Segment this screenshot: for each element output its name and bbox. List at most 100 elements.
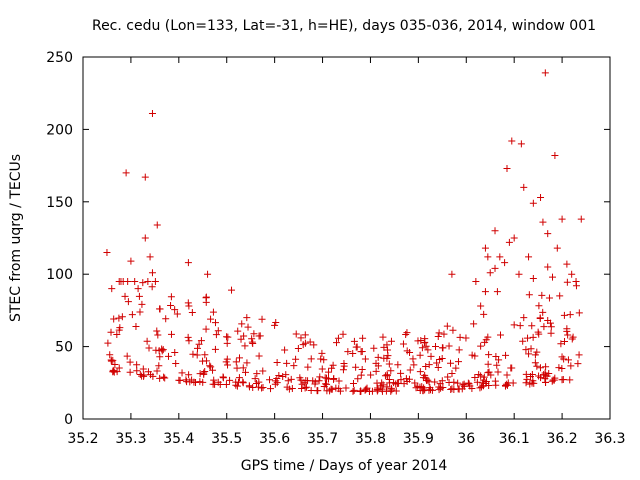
data-point [292,355,300,363]
data-point [335,385,343,393]
data-point [363,384,371,392]
data-point [564,331,572,339]
data-point [203,357,211,365]
data-point [304,363,312,371]
data-point [491,264,499,272]
data-point [252,379,260,387]
data-point [342,384,350,392]
data-point [188,308,196,316]
data-point [497,331,505,339]
data-point [443,322,451,330]
data-point [507,364,515,372]
data-point [536,314,544,322]
data-point [438,377,446,385]
data-point [330,375,338,383]
data-point [454,379,462,387]
data-point [383,354,391,362]
data-point [335,377,343,385]
data-point [477,302,485,310]
data-point [567,362,575,370]
data-point [353,343,361,351]
data-point [296,374,304,382]
data-point [432,343,440,351]
x-tick-label: 36.1 [499,431,530,447]
data-point [448,385,456,393]
data-point [153,367,161,375]
data-point [133,361,141,369]
data-point [116,324,124,332]
data-point [379,333,387,341]
data-point [449,326,457,334]
data-point [164,352,172,360]
data-point [290,362,298,370]
data-point [245,382,253,390]
data-point [292,330,300,338]
data-point [236,354,244,362]
chart-title: Rec. cedu (Lon=133, Lat=-31, h=HE), days… [92,18,596,34]
data-point [287,375,295,383]
data-point [502,351,510,359]
data-point [239,364,247,372]
data-point [495,356,503,364]
data-point [485,368,493,376]
data-point [145,344,153,352]
data-point [110,368,118,376]
data-point [558,353,566,361]
data-point [487,371,495,379]
x-tick-label: 35.9 [403,431,434,447]
data-point [196,378,204,386]
data-point [392,387,400,395]
data-point [253,370,261,378]
data-point [545,370,553,378]
data-point [537,374,545,382]
data-point [259,367,267,375]
x-tick-label: 35.4 [163,431,194,447]
x-tick-label: 35.3 [115,431,146,447]
data-point [465,380,473,388]
data-point [471,352,479,360]
data-point [224,333,232,341]
data-point [388,386,396,394]
data-point [306,338,314,346]
data-point [459,381,467,389]
data-point [211,319,219,327]
data-point [242,368,250,376]
data-point [133,367,141,375]
data-point [484,333,492,341]
data-point [349,349,357,357]
data-point [476,384,484,392]
y-tick-label: 150 [46,195,73,211]
data-point [539,308,547,316]
data-point [546,319,554,327]
data-point [542,363,550,371]
data-point [241,342,249,350]
data-point [329,361,337,369]
data-point [420,384,428,392]
data-point [339,366,347,374]
data-point [564,356,572,364]
data-point [359,334,367,342]
data-point [540,371,548,379]
data-point [148,109,156,117]
data-point [184,333,192,341]
data-point [207,315,215,323]
data-point [528,322,536,330]
data-point [297,334,305,342]
data-point [357,371,365,379]
data-point [522,379,530,387]
data-point [185,371,193,379]
data-point [318,365,326,373]
data-point [508,137,516,145]
data-point [255,332,263,340]
data-point [284,377,292,385]
data-point [128,311,136,319]
data-point [491,227,499,235]
data-point [362,385,370,393]
data-point [104,339,112,347]
data-point [222,358,230,366]
x-tick-label: 36 [457,431,475,447]
data-point [117,277,125,285]
data-point [243,314,251,322]
data-point [434,333,442,341]
data-point [485,351,493,359]
